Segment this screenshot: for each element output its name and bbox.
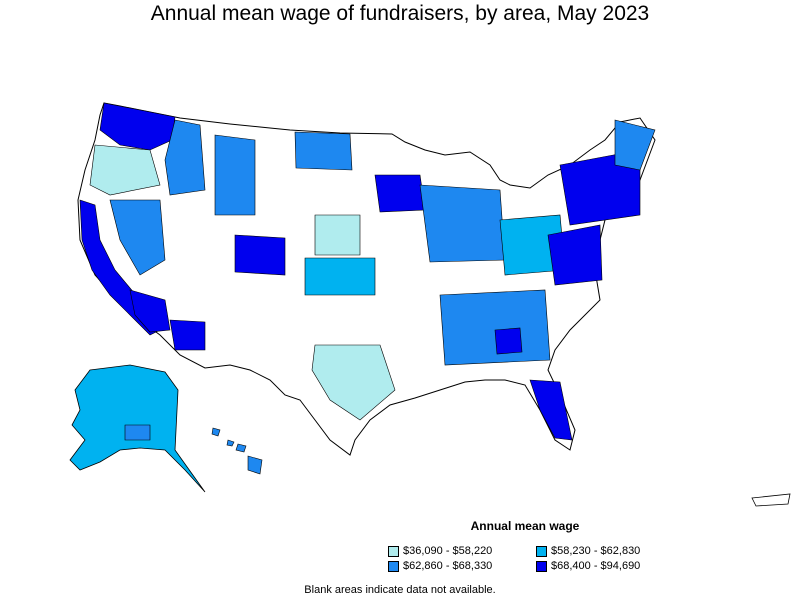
legend-label-3: $62,860 - $68,330	[403, 560, 493, 572]
map-title: Annual mean wage of fundraisers, by area…	[150, 2, 650, 25]
data-note: Blank areas indicate data not available.	[304, 584, 496, 596]
legend-title: Annual mean wage	[470, 519, 580, 533]
region-colorado	[234, 234, 286, 276]
region-southern-california	[129, 289, 171, 333]
region-maine	[614, 119, 656, 171]
legend-label-4: $68,400 - $94,690	[551, 560, 641, 572]
region-arizona	[169, 319, 206, 351]
legend-label-1: $36,090 - $58,220	[403, 545, 493, 557]
legend-swatch-3	[388, 560, 399, 572]
region-florida	[529, 379, 573, 441]
puerto-rico	[751, 493, 791, 507]
legend-item-3: $62,860 - $68,330	[388, 560, 492, 572]
legend-item-4: $68,400 - $94,690	[536, 560, 640, 572]
legend-swatch-1	[388, 545, 399, 557]
region-mid-atlantic	[547, 224, 603, 286]
region-south-dakota	[314, 214, 361, 256]
region-nevada	[109, 199, 166, 276]
region-minnesota	[374, 174, 426, 213]
region-oregon	[89, 144, 161, 196]
alaska-anchorage	[124, 424, 151, 441]
legend-item-2: $58,230 - $62,830	[536, 545, 640, 557]
region-midwest	[419, 184, 506, 263]
region-atlanta	[494, 327, 523, 355]
region-northeast	[559, 149, 641, 226]
region-texas	[311, 344, 396, 421]
legend-label-2: $58,230 - $62,830	[551, 545, 641, 557]
region-montana-east	[214, 134, 256, 216]
region-north-dakota	[294, 131, 353, 171]
legend-swatch-2	[536, 545, 547, 557]
region-washington-west	[99, 102, 176, 151]
region-kansas	[304, 257, 376, 296]
region-southeast	[439, 289, 551, 366]
legend-item-1: $36,090 - $58,220	[388, 545, 492, 557]
region-idaho	[164, 119, 206, 196]
hawaii-islands	[211, 427, 263, 475]
legend-swatch-4	[536, 560, 547, 572]
